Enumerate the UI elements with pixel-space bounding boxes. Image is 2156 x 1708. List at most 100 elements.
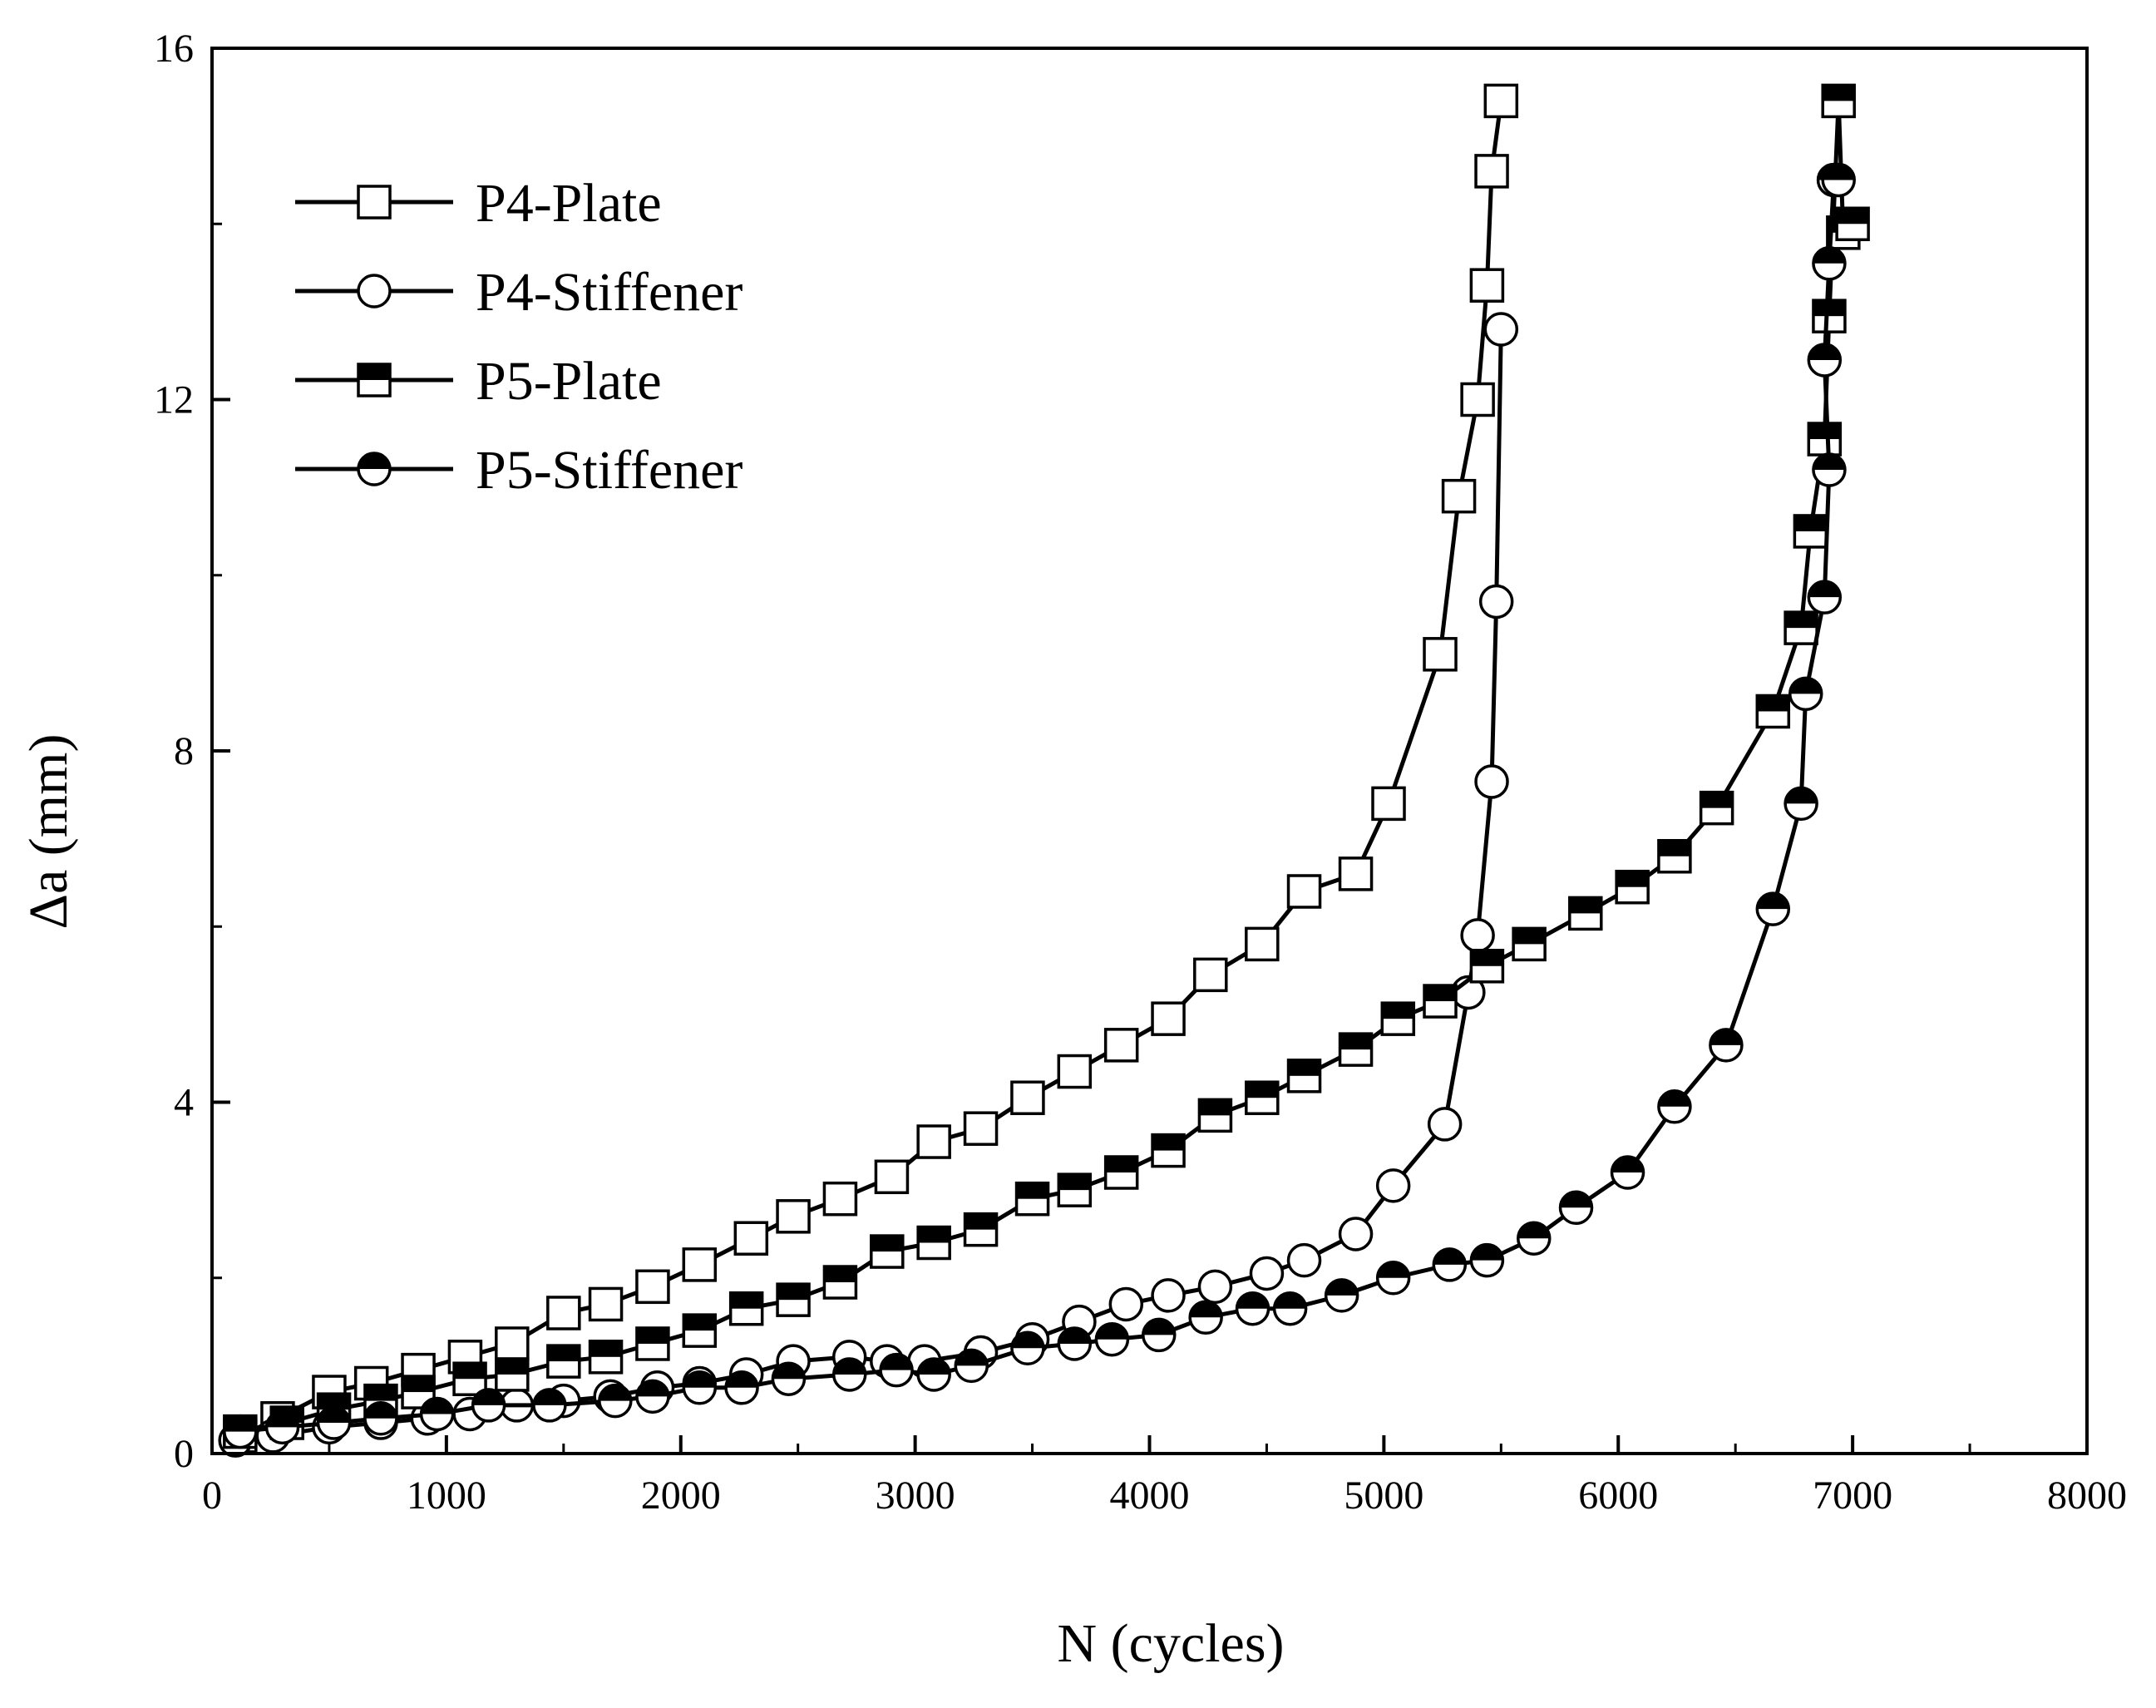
marker-fill bbox=[364, 1402, 397, 1419]
data-point bbox=[1094, 1321, 1130, 1357]
marker-shape bbox=[1249, 1256, 1285, 1291]
marker-fill bbox=[1382, 1003, 1414, 1019]
data-point bbox=[1249, 1256, 1285, 1291]
data-point bbox=[682, 1313, 718, 1348]
marker-fill bbox=[454, 1363, 486, 1380]
marker-shape bbox=[495, 1326, 530, 1361]
marker-fill bbox=[1569, 897, 1601, 914]
marker-fill bbox=[421, 1398, 453, 1414]
data-point bbox=[831, 1357, 867, 1392]
marker-shape bbox=[1151, 1278, 1186, 1313]
data-point bbox=[1423, 984, 1458, 1019]
data-point bbox=[870, 1234, 905, 1269]
data-point bbox=[733, 1221, 769, 1256]
data-point bbox=[1057, 1172, 1093, 1207]
marker-fill bbox=[1142, 1319, 1175, 1335]
series-p5-stiffener bbox=[223, 162, 1856, 1449]
y-tick-label: 12 bbox=[154, 378, 194, 422]
data-point bbox=[724, 1370, 759, 1405]
data-point bbox=[495, 1357, 530, 1392]
data-point bbox=[1784, 610, 1818, 645]
marker-fill bbox=[955, 1350, 988, 1366]
marker-fill bbox=[547, 1345, 580, 1362]
marker-fill bbox=[1616, 871, 1649, 887]
data-point bbox=[1338, 1217, 1374, 1251]
marker-fill bbox=[1794, 515, 1827, 531]
marker-shape bbox=[357, 185, 392, 220]
data-point bbox=[1807, 343, 1843, 378]
legend-label: P4-Plate bbox=[476, 173, 662, 234]
marker-fill bbox=[1433, 1248, 1466, 1265]
marker-shape bbox=[1474, 154, 1509, 189]
y-tick-label: 8 bbox=[174, 729, 194, 773]
marker-shape bbox=[682, 1247, 718, 1282]
legend-marker bbox=[357, 274, 392, 309]
marker-shape bbox=[1197, 1269, 1233, 1305]
marker-fill bbox=[1700, 792, 1733, 808]
data-point bbox=[1286, 1242, 1322, 1278]
data-point bbox=[879, 1352, 914, 1388]
legend-marker bbox=[357, 452, 392, 486]
marker-fill bbox=[318, 1407, 350, 1424]
data-point bbox=[1807, 580, 1843, 615]
marker-fill bbox=[1058, 1327, 1091, 1344]
marker-fill bbox=[726, 1371, 758, 1388]
data-point bbox=[1793, 514, 1828, 549]
marker-fill bbox=[472, 1389, 505, 1405]
data-point bbox=[1812, 452, 1847, 487]
y-tick-label: 16 bbox=[154, 27, 194, 71]
data-point bbox=[532, 1388, 567, 1423]
data-point bbox=[1151, 1278, 1186, 1313]
legend-entry: P4-Plate bbox=[295, 173, 662, 234]
data-point bbox=[771, 1361, 807, 1396]
data-point bbox=[1338, 856, 1374, 891]
data-point bbox=[916, 1225, 951, 1261]
marker-shape bbox=[1375, 1168, 1411, 1203]
data-point bbox=[1010, 1330, 1045, 1365]
data-point bbox=[916, 1124, 951, 1159]
marker-fill bbox=[402, 1376, 435, 1393]
marker-fill bbox=[730, 1292, 762, 1309]
legend-marker bbox=[357, 363, 392, 397]
marker-fill bbox=[1785, 787, 1818, 804]
data-point bbox=[1469, 268, 1505, 303]
data-point bbox=[1235, 1291, 1270, 1326]
data-point bbox=[1460, 918, 1495, 953]
data-point bbox=[363, 1401, 398, 1436]
marker-fill bbox=[1813, 300, 1845, 317]
marker-shape bbox=[1427, 1107, 1463, 1142]
marker-fill bbox=[1471, 950, 1503, 966]
marker-shape bbox=[1151, 1001, 1186, 1036]
marker-fill bbox=[1813, 247, 1845, 264]
data-point bbox=[1517, 1221, 1552, 1256]
marker-fill bbox=[1785, 612, 1818, 629]
data-point bbox=[1057, 1054, 1093, 1089]
marker-fill bbox=[636, 1380, 669, 1397]
marker-fill bbox=[1016, 1182, 1048, 1199]
marker-fill bbox=[1560, 1192, 1592, 1208]
marker-fill bbox=[364, 1385, 397, 1401]
data-point bbox=[1108, 1286, 1144, 1322]
data-point bbox=[598, 1383, 633, 1419]
y-axis-title: Δa (mm) bbox=[18, 734, 79, 930]
data-point bbox=[1103, 1028, 1139, 1063]
data-point bbox=[963, 1212, 999, 1247]
marker-fill bbox=[1274, 1292, 1306, 1309]
marker-fill bbox=[1837, 208, 1869, 225]
data-point bbox=[1197, 1269, 1233, 1305]
marker-fill bbox=[1611, 1157, 1644, 1172]
marker-fill bbox=[224, 1415, 256, 1432]
data-point bbox=[916, 1357, 951, 1392]
marker-fill bbox=[1190, 1301, 1222, 1318]
data-point bbox=[1835, 206, 1870, 241]
marker-fill bbox=[318, 1394, 350, 1410]
marker-fill bbox=[1152, 1134, 1185, 1151]
y-tick-label: 4 bbox=[174, 1081, 194, 1125]
marker-fill bbox=[533, 1389, 565, 1405]
data-point bbox=[588, 1286, 624, 1322]
marker-fill bbox=[358, 364, 390, 380]
marker-shape bbox=[776, 1199, 811, 1234]
x-tick-label: 7000 bbox=[1813, 1474, 1892, 1518]
data-point bbox=[1657, 839, 1692, 874]
marker-fill bbox=[824, 1266, 856, 1283]
